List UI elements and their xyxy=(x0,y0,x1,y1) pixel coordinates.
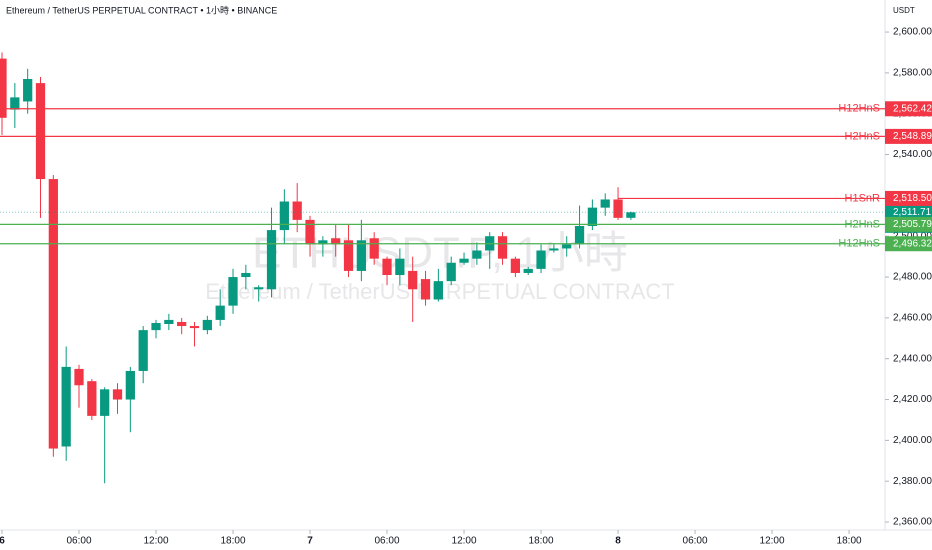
candle-body xyxy=(164,319,174,325)
y-tick-label: 2,440.00 xyxy=(893,353,932,364)
x-tick-label: 12:00 xyxy=(143,536,168,547)
candle-body xyxy=(23,79,33,102)
x-tick-label: 7 xyxy=(307,536,313,547)
currency: USDT xyxy=(893,6,915,15)
x-tick-label: 18:00 xyxy=(221,536,246,547)
candle-body xyxy=(574,226,585,245)
candle-body xyxy=(523,268,533,273)
candle-body xyxy=(472,250,482,259)
candle-body xyxy=(241,272,251,278)
level-name: H12HnS xyxy=(838,238,880,250)
y-tick-label: 2,400.00 xyxy=(893,435,932,446)
candle-body xyxy=(266,230,277,290)
level-price-box xyxy=(885,101,932,117)
candle-body xyxy=(74,368,84,386)
candle-body xyxy=(305,219,315,245)
level-price-box xyxy=(885,216,932,232)
candle-body xyxy=(100,389,110,416)
candle-body xyxy=(420,279,431,300)
level-price-box xyxy=(885,236,932,252)
y-tick-label: 2,580.00 xyxy=(893,68,932,79)
candle-body xyxy=(369,238,379,259)
y-tick-label: 2,480.00 xyxy=(893,272,932,283)
candle-body xyxy=(331,238,341,245)
candle-body xyxy=(549,248,559,251)
candle-body xyxy=(382,258,392,276)
level-price-label: 2,505.79 xyxy=(893,219,932,230)
level-price-label: 2,518.50 xyxy=(893,193,932,204)
level-price-label: 2,548.89 xyxy=(893,131,932,142)
candle-body xyxy=(202,319,212,331)
candle-body xyxy=(408,270,418,290)
x-tick-label: 12:00 xyxy=(760,536,785,547)
candle-body xyxy=(536,250,546,269)
candle-body xyxy=(318,240,328,245)
candle-body xyxy=(189,326,200,329)
candle-body xyxy=(138,330,148,371)
candle-body xyxy=(10,97,20,110)
candle-body xyxy=(215,305,225,320)
y-tick-label: 2,360.00 xyxy=(893,517,932,528)
candle-body xyxy=(0,58,7,118)
candle-body xyxy=(626,212,636,218)
x-tick-label: 06:00 xyxy=(375,536,400,547)
y-tick-label: 2,600.00 xyxy=(893,27,932,38)
x-tick-label: 12:00 xyxy=(452,536,477,547)
x-tick-label: 18:00 xyxy=(837,536,862,547)
candle-body xyxy=(177,321,187,327)
candle-body xyxy=(125,370,135,400)
candle-body xyxy=(87,381,97,416)
level-name: H1SnR xyxy=(845,192,881,204)
candle-body xyxy=(497,236,508,259)
candle-body xyxy=(587,207,597,227)
candle-body xyxy=(459,258,469,263)
candle-body xyxy=(395,258,405,276)
y-tick-label: 2,540.00 xyxy=(893,149,932,160)
candle-body xyxy=(112,389,123,400)
x-tick-label: 6 xyxy=(0,536,5,547)
candle-body xyxy=(254,287,264,290)
candle-body xyxy=(446,262,456,282)
candle-body xyxy=(61,366,71,447)
candle-body xyxy=(343,240,354,271)
candle-body xyxy=(600,199,610,208)
level-name: H2HnS xyxy=(845,218,880,230)
x-tick-label: 8 xyxy=(615,536,621,547)
watermark: ETHUSDT.P, 1小時 xyxy=(252,229,628,278)
y-tick-label: 2,380.00 xyxy=(893,476,932,487)
candle-body xyxy=(228,277,238,306)
candle-body xyxy=(356,240,366,271)
x-tick-label: 06:00 xyxy=(66,536,91,547)
last-price-label: 2,511.71 xyxy=(893,207,932,218)
y-tick-label: 2,420.00 xyxy=(893,394,932,405)
candle-body xyxy=(35,83,46,180)
level-price-label: 2,562.42 xyxy=(893,103,932,114)
candle-body xyxy=(279,201,289,231)
level-price-box xyxy=(885,190,932,206)
x-tick-label: 18:00 xyxy=(529,536,554,547)
candle-body xyxy=(433,281,443,300)
candle-body xyxy=(562,244,572,249)
level-price-box xyxy=(885,128,932,144)
level-price-label: 2,496.32 xyxy=(893,238,932,249)
candle-body xyxy=(48,179,58,449)
header: Ethereum / TetherUS PERPETUAL CONTRACT •… xyxy=(6,5,277,15)
candle-body xyxy=(613,199,623,218)
candle-body xyxy=(151,322,161,331)
level-name: H2HnS xyxy=(845,130,880,142)
y-tick-label: 2,460.00 xyxy=(893,313,932,324)
candle-body xyxy=(510,258,520,273)
level-name: H12HnS xyxy=(838,103,880,115)
x-tick-label: 06:00 xyxy=(683,536,708,547)
candle-body xyxy=(292,201,302,220)
